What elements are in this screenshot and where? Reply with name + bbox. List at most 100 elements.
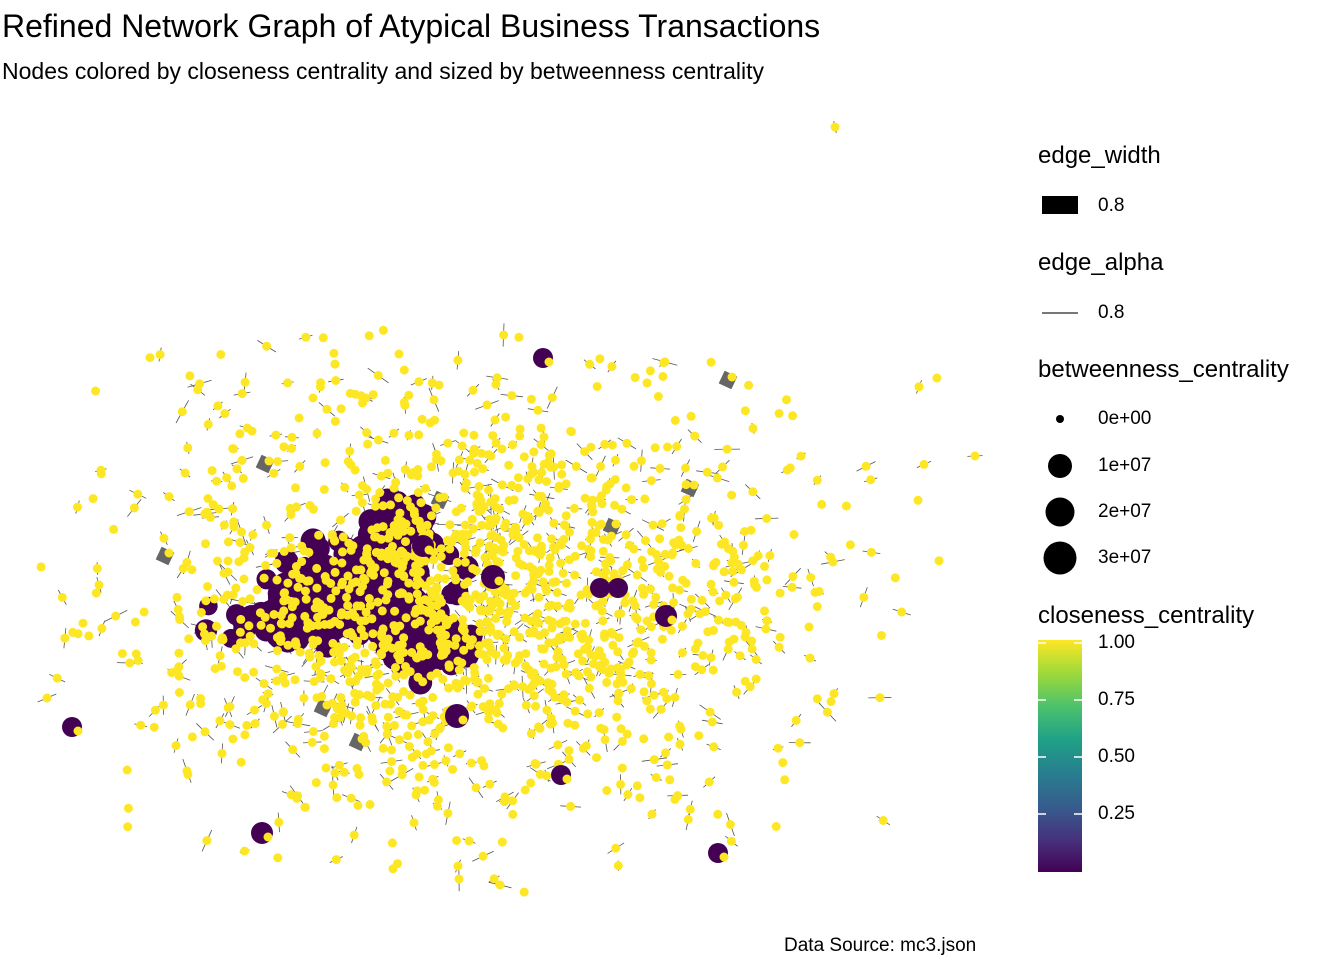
node	[356, 713, 366, 723]
node	[380, 455, 390, 465]
node	[606, 627, 616, 637]
node	[455, 749, 465, 759]
node	[607, 362, 617, 371]
node	[616, 664, 626, 674]
node	[198, 622, 208, 632]
node	[60, 633, 70, 643]
node	[497, 480, 507, 490]
node	[412, 786, 422, 796]
node	[395, 508, 405, 518]
node	[635, 793, 645, 803]
node	[330, 768, 340, 778]
node	[686, 411, 696, 421]
node	[504, 460, 514, 470]
node	[477, 756, 487, 766]
node	[407, 648, 417, 657]
node	[279, 442, 289, 452]
node	[531, 759, 541, 769]
node	[441, 756, 451, 766]
node	[488, 431, 498, 441]
legend-label-edge-width: 0.8	[1098, 195, 1125, 216]
node	[382, 777, 392, 787]
node	[418, 760, 428, 770]
node	[309, 504, 318, 514]
node	[648, 520, 658, 530]
node	[228, 734, 238, 744]
node	[235, 627, 245, 637]
node	[617, 736, 627, 746]
node	[678, 575, 688, 585]
node	[524, 546, 534, 556]
node	[662, 760, 672, 770]
node	[501, 590, 511, 600]
node	[480, 684, 489, 693]
node	[489, 874, 499, 884]
node	[416, 647, 426, 657]
node	[171, 741, 181, 751]
node	[639, 589, 649, 599]
node	[503, 611, 513, 621]
node	[556, 558, 566, 568]
node	[501, 518, 511, 528]
node	[237, 389, 247, 399]
node	[182, 766, 192, 776]
node	[280, 588, 289, 598]
node	[681, 495, 691, 504]
node	[617, 763, 627, 773]
node	[301, 586, 310, 596]
node	[662, 694, 672, 704]
node	[404, 742, 414, 751]
node	[692, 526, 702, 536]
node	[591, 567, 601, 577]
node	[424, 625, 434, 635]
node	[549, 518, 559, 528]
node	[435, 724, 445, 734]
node	[433, 795, 443, 805]
node	[273, 853, 283, 863]
node	[706, 653, 716, 663]
node	[668, 583, 678, 593]
node	[295, 647, 305, 657]
node	[504, 496, 514, 506]
node	[547, 687, 557, 697]
node	[681, 480, 691, 490]
node	[215, 716, 225, 726]
node	[269, 468, 279, 478]
node	[360, 648, 370, 658]
node	[91, 386, 101, 396]
node	[426, 671, 436, 681]
node	[729, 577, 739, 587]
node	[566, 801, 576, 811]
node	[318, 333, 328, 343]
node	[691, 558, 701, 568]
node	[391, 663, 400, 672]
node	[411, 561, 421, 571]
node	[427, 378, 437, 388]
node	[288, 745, 298, 755]
node	[259, 573, 269, 583]
node	[343, 610, 353, 620]
node-layer	[36, 122, 980, 897]
node	[174, 648, 184, 658]
node	[378, 743, 388, 753]
node	[403, 731, 413, 741]
node	[175, 615, 185, 624]
node	[636, 625, 646, 635]
node	[610, 500, 620, 510]
node	[544, 638, 554, 648]
node	[515, 424, 525, 434]
node	[713, 809, 723, 819]
node	[495, 606, 505, 616]
node	[934, 556, 944, 566]
node	[708, 665, 718, 675]
node	[580, 447, 590, 457]
node	[353, 636, 362, 646]
node	[469, 467, 479, 477]
node	[511, 526, 521, 536]
node	[866, 547, 876, 557]
node	[656, 567, 665, 577]
node	[227, 481, 237, 491]
node	[196, 608, 206, 617]
node	[239, 574, 249, 584]
node	[351, 577, 361, 587]
